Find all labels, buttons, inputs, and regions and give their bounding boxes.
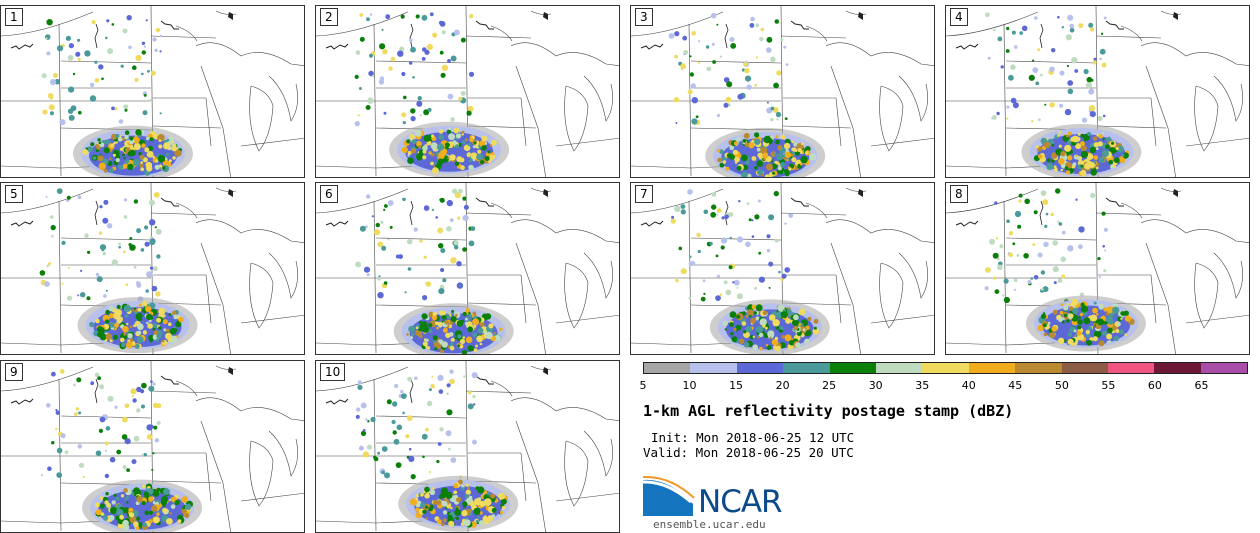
colorbar-tick-label: 10 bbox=[682, 379, 697, 392]
member-number-label: 6 bbox=[320, 185, 338, 203]
ensemble-member-panel: 8 bbox=[945, 182, 1250, 355]
ensemble-member-panel: 6 bbox=[315, 182, 620, 355]
colorbar-tick-label: 55 bbox=[1101, 379, 1116, 392]
ensemble-member-panel: 4 bbox=[945, 5, 1250, 178]
colorbar-segment bbox=[736, 363, 784, 373]
reflectivity-map bbox=[316, 6, 619, 177]
member-number-label: 7 bbox=[635, 185, 653, 203]
reflectivity-map bbox=[631, 183, 934, 354]
colorbar-tick-label: 30 bbox=[868, 379, 883, 392]
member-number-label: 9 bbox=[5, 363, 23, 381]
valid-time: Valid: Mon 2018-06-25 20 UTC bbox=[643, 445, 854, 460]
reflectivity-map bbox=[316, 361, 619, 532]
colorbar-segment bbox=[1061, 363, 1108, 373]
colorbar-segment bbox=[875, 363, 923, 373]
member-number-label: 4 bbox=[950, 8, 968, 26]
member-number-label: 1 bbox=[5, 8, 23, 26]
ensemble-member-panel: 9 bbox=[0, 360, 305, 533]
colorbar-segment bbox=[829, 363, 876, 373]
member-number-label: 2 bbox=[320, 8, 338, 26]
colorbar-tick-label: 60 bbox=[1147, 379, 1162, 392]
colorbar-segment bbox=[1107, 363, 1155, 373]
reflectivity-map bbox=[631, 6, 934, 177]
colorbar-tick-label: 65 bbox=[1194, 379, 1209, 392]
reflectivity-map bbox=[1, 361, 304, 532]
colorbar-ticks: 5 10 15 20 25 30 35 40 45 50 55 60 65 bbox=[639, 379, 1248, 393]
colorbar-segment bbox=[1154, 363, 1201, 373]
ensemble-member-panel: 7 bbox=[630, 182, 935, 355]
colorbar-segment bbox=[1015, 363, 1062, 373]
member-number-label: 3 bbox=[635, 8, 653, 26]
colorbar-tick-label: 50 bbox=[1054, 379, 1069, 392]
colorbar-tick-label: 25 bbox=[822, 379, 837, 392]
colorbar-segment bbox=[1200, 363, 1248, 373]
reflectivity-map bbox=[946, 6, 1249, 177]
member-number-label: 8 bbox=[950, 185, 968, 203]
colorbar-tick-label: 5 bbox=[639, 379, 647, 392]
figure-title: 1-km AGL reflectivity postage stamp (dBZ… bbox=[643, 402, 1014, 420]
reflectivity-map bbox=[1, 183, 304, 354]
ensemble-member-panel: 1 bbox=[0, 5, 305, 178]
ensemble-member-panel: 2 bbox=[315, 5, 620, 178]
reflectivity-map bbox=[316, 183, 619, 354]
colorbar-segment bbox=[968, 363, 1016, 373]
ensemble-member-panel: 3 bbox=[630, 5, 935, 178]
colorbar-segment bbox=[783, 363, 830, 373]
colorbar-tick-label: 15 bbox=[729, 379, 744, 392]
colorbar-segment bbox=[644, 363, 691, 373]
colorbar-tick-label: 40 bbox=[961, 379, 976, 392]
reflectivity-map bbox=[946, 183, 1249, 354]
reflectivity-colorbar bbox=[643, 362, 1248, 374]
init-time: Init: Mon 2018-06-25 12 UTC bbox=[651, 430, 855, 445]
colorbar-segment bbox=[690, 363, 737, 373]
ensemble-member-panel: 10 bbox=[315, 360, 620, 533]
logo-url: ensemble.ucar.edu bbox=[653, 518, 766, 531]
colorbar-segment bbox=[922, 363, 969, 373]
member-number-label: 10 bbox=[320, 363, 346, 381]
colorbar-tick-label: 35 bbox=[915, 379, 930, 392]
ensemble-member-panel: 5 bbox=[0, 182, 305, 355]
member-number-label: 5 bbox=[5, 185, 23, 203]
logo-wordmark: NCAR bbox=[698, 484, 783, 520]
colorbar-tick-label: 45 bbox=[1008, 379, 1023, 392]
reflectivity-map bbox=[1, 6, 304, 177]
ncar-logo-icon bbox=[643, 476, 695, 516]
colorbar-tick-label: 20 bbox=[775, 379, 790, 392]
